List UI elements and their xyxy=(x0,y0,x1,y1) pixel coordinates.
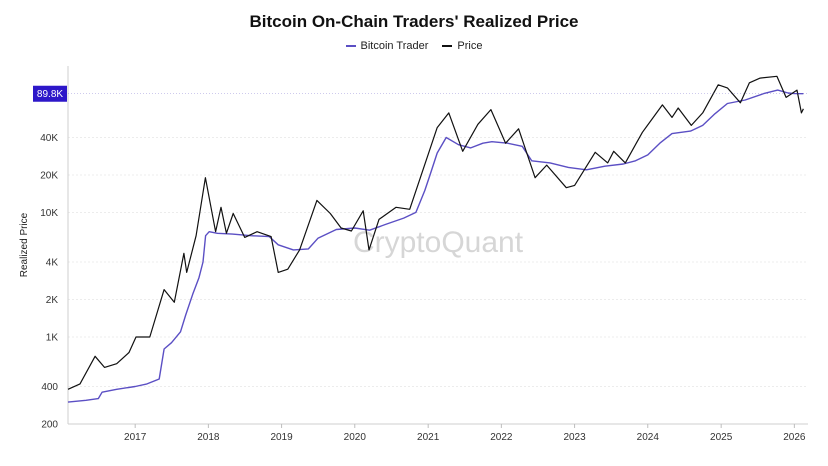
watermark-text: CryptoQuant xyxy=(353,226,524,259)
x-tick-label: 2024 xyxy=(637,432,660,443)
x-tick-label: 2025 xyxy=(710,432,733,443)
legend-label-bitcoin-trader: Bitcoin Trader xyxy=(360,40,429,52)
x-tick-label: 2023 xyxy=(563,432,586,443)
series-line-price xyxy=(67,75,804,390)
y-tick-label: 1K xyxy=(46,332,59,343)
x-tick-label: 2019 xyxy=(270,432,293,443)
x-tick-label: 2020 xyxy=(344,432,367,443)
y-tick-label: 4K xyxy=(46,257,59,268)
legend-swatch-bitcoin-trader xyxy=(345,45,356,47)
series-line-bitcoin-trader xyxy=(67,89,804,403)
y-tick-label: 400 xyxy=(41,382,58,393)
x-tick-label: 2018 xyxy=(197,432,220,443)
y-axis-title: Realized Price xyxy=(19,212,30,277)
y-tick-label: 200 xyxy=(41,420,58,431)
x-tick-label: 2022 xyxy=(490,432,513,443)
x-tick-label: 2021 xyxy=(417,432,440,443)
chart-title: Bitcoin On-Chain Traders' Realized Price xyxy=(249,12,579,31)
y-tick-label: 10K xyxy=(40,208,58,219)
x-tick-label: 2026 xyxy=(783,432,806,443)
y-tick-label: 40K xyxy=(40,133,58,144)
x-tick-label: 2017 xyxy=(124,432,147,443)
legend-item-bitcoin-trader[interactable]: Bitcoin Trader xyxy=(345,40,429,52)
legend-label-price: Price xyxy=(457,40,483,52)
y-tick-label: 2K xyxy=(46,295,59,306)
current-value-label: 89.8K xyxy=(37,89,63,100)
legend-swatch-price xyxy=(442,45,453,47)
current-value-badge xyxy=(33,85,67,102)
y-tick-label: 20K xyxy=(40,170,58,181)
legend-item-price[interactable]: Price xyxy=(442,40,482,52)
legend: Bitcoin Trader Price xyxy=(0,40,828,52)
